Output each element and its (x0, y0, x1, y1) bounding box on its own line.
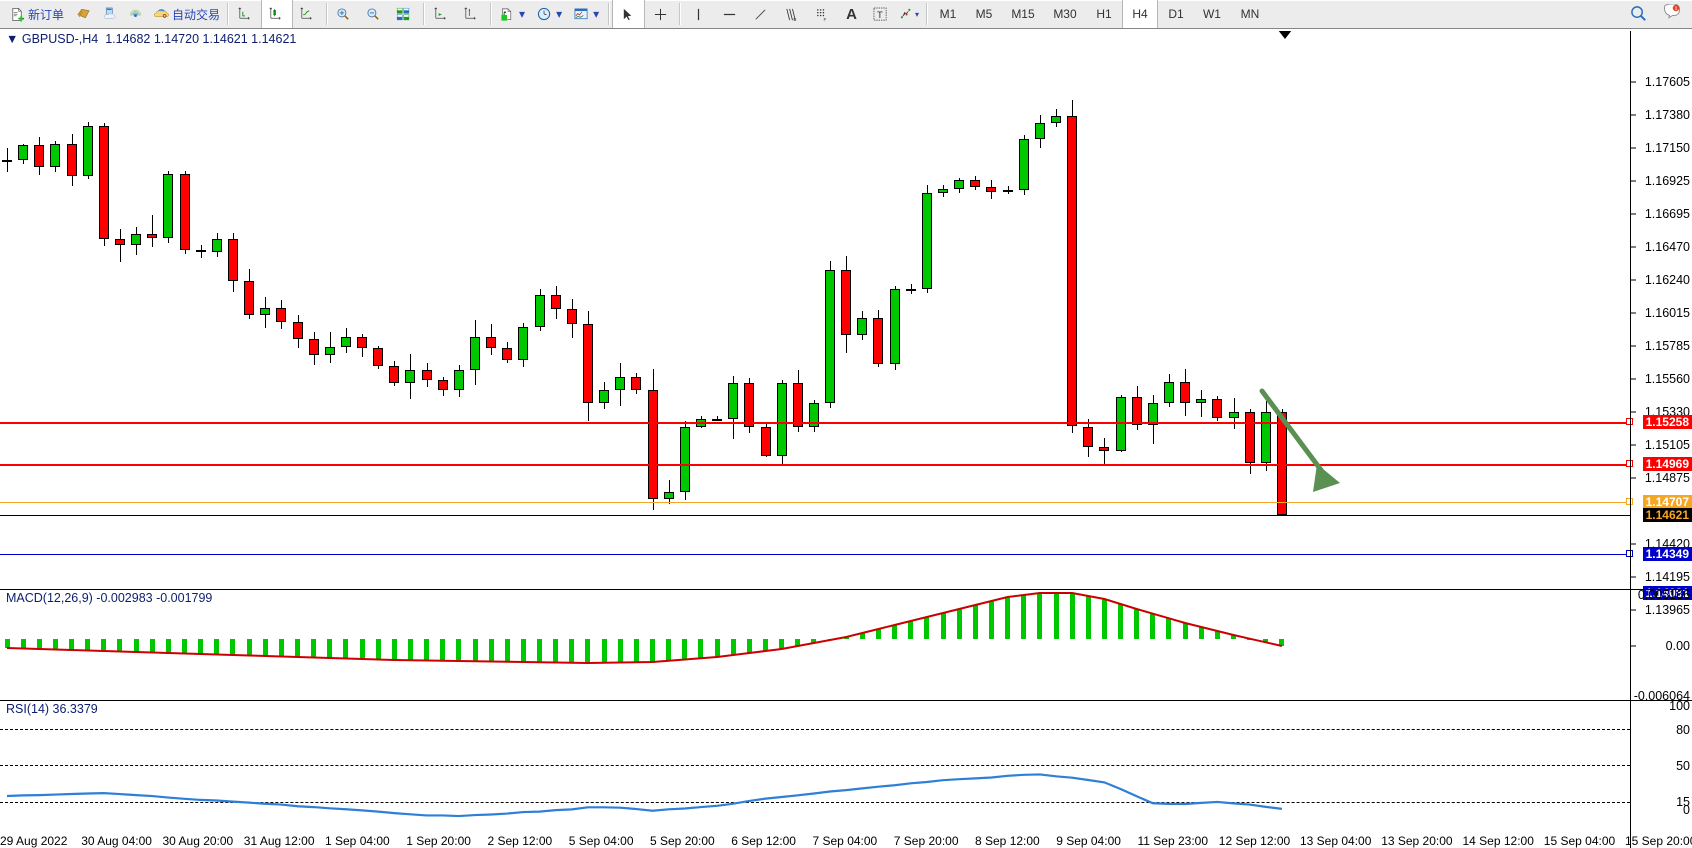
svg-text:E: E (794, 17, 797, 22)
svg-text:F: F (824, 17, 827, 22)
svg-text:T: T (877, 9, 883, 19)
